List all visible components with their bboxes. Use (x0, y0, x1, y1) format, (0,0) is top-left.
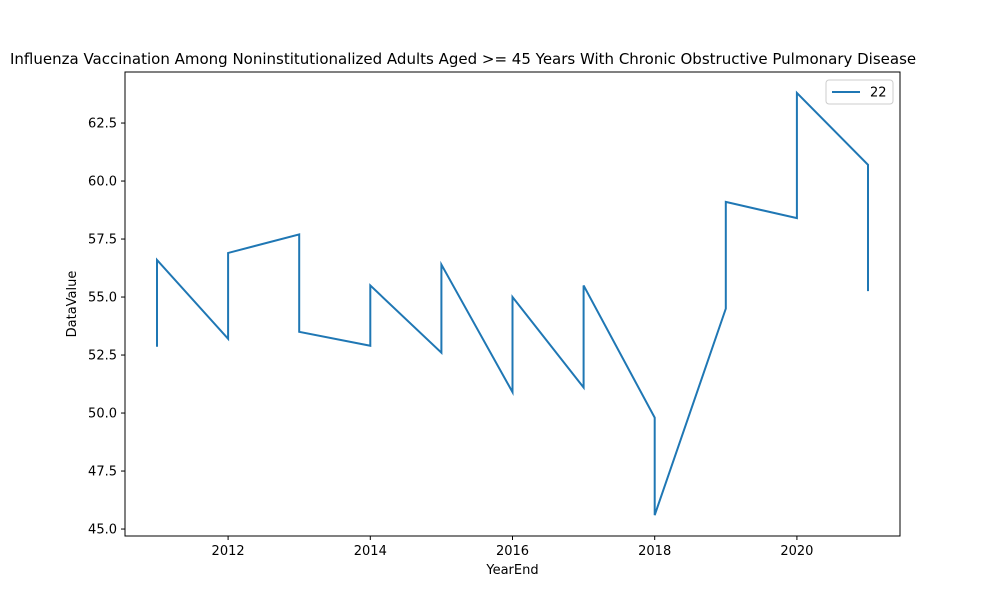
y-axis-label: DataValue (65, 271, 80, 338)
y-tick-label: 62.5 (88, 117, 117, 132)
y-tick-label: 47.5 (88, 465, 117, 480)
x-tick-label: 2020 (780, 544, 813, 559)
y-tick-label: 52.5 (88, 349, 117, 364)
legend-label: 22 (870, 86, 887, 101)
plot-area (156, 90, 869, 516)
x-tick-label: 2016 (496, 544, 529, 559)
x-tick-label: 2018 (638, 544, 671, 559)
y-tick-label: 55.0 (88, 291, 117, 306)
x-axis: 2012 2014 2016 2018 2020 (212, 536, 813, 559)
x-tick-label: 2012 (212, 544, 245, 559)
y-tick-label: 45.0 (88, 523, 117, 538)
y-axis: 45.0 47.5 50.0 52.5 55.0 57.5 60.0 62.5 (88, 117, 125, 538)
chart-title: Influenza Vaccination Among Noninstituti… (10, 50, 916, 68)
legend: 22 (825, 79, 894, 105)
y-tick-label: 60.0 (88, 175, 117, 190)
y-tick-label: 57.5 (88, 233, 117, 248)
x-tick-label: 2014 (354, 544, 387, 559)
x-axis-label: YearEnd (485, 563, 538, 578)
y-tick-label: 50.0 (88, 407, 117, 422)
series-line-22 (156, 90, 869, 516)
